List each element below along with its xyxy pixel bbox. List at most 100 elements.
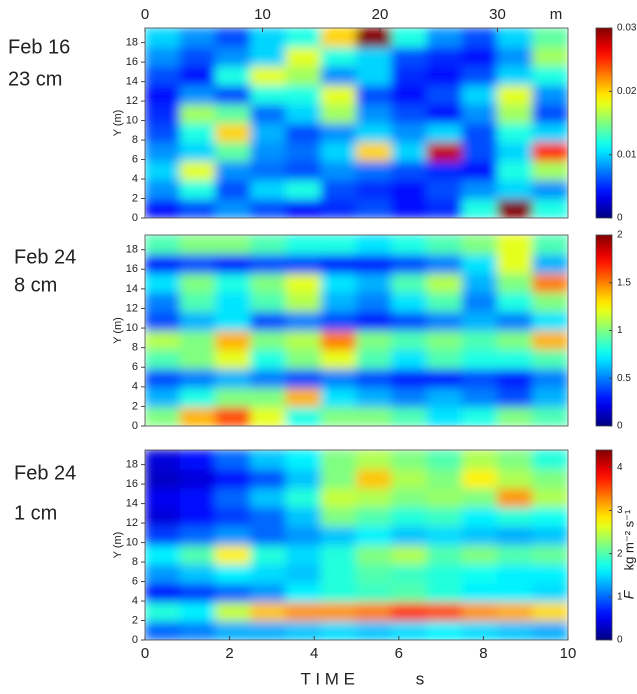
- heatmap-cell: [461, 368, 498, 389]
- heatmap-cell: [497, 506, 534, 527]
- heatmap-cell: [250, 179, 287, 200]
- heatmap-cell: [532, 291, 568, 312]
- heatmap-cell: [320, 506, 357, 527]
- y-tick-label: 16: [126, 478, 138, 490]
- heatmap-cell: [356, 330, 393, 351]
- y-tick-label: 10: [126, 114, 138, 126]
- heatmap-cell: [426, 601, 463, 622]
- heatmap-cell: [179, 122, 216, 143]
- heatmap-cell: [145, 198, 181, 218]
- heatmap-cell: [320, 468, 357, 489]
- heatmap-cell: [250, 141, 287, 162]
- heatmap-cell: [215, 160, 252, 181]
- heatmap-cell: [391, 84, 428, 105]
- heatmap-cell: [285, 468, 322, 489]
- y-tick-label: 0: [132, 420, 138, 432]
- heatmap-cell: [426, 582, 463, 603]
- heatmap-cell: [532, 65, 568, 86]
- heatmap-cell: [391, 506, 428, 527]
- heatmap-cell: [426, 235, 463, 255]
- heatmap-cell: [145, 272, 181, 293]
- heatmap-cell: [145, 330, 181, 351]
- heatmap-cell: [356, 84, 393, 105]
- heatmap-cell: [215, 349, 252, 370]
- heatmap-cell: [179, 563, 216, 584]
- heatmap-cell: [497, 468, 534, 489]
- heatmap-cell: [391, 582, 428, 603]
- heatmap-cell: [320, 235, 357, 255]
- heatmap-cell: [391, 563, 428, 584]
- heatmap-cell: [285, 179, 322, 200]
- heatmap-cell: [215, 65, 252, 86]
- heatmap-cell: [356, 179, 393, 200]
- heatmap-cell: [532, 544, 568, 565]
- heatmap-cell: [391, 450, 428, 470]
- heatmap-cell: [497, 563, 534, 584]
- heatmap-cell: [356, 122, 393, 143]
- heatmap-cell: [145, 406, 181, 426]
- heatmap-cell: [250, 84, 287, 105]
- heatmap-cell: [461, 28, 498, 48]
- heatmap-cell: [497, 122, 534, 143]
- heatmap-cell: [426, 620, 463, 640]
- heatmap-cell: [320, 103, 357, 124]
- heatmap-cell: [285, 387, 322, 408]
- heatmap-cell: [145, 84, 181, 105]
- heatmap-cell: [250, 28, 287, 48]
- heatmap-cell: [391, 487, 428, 508]
- heatmap-cell: [215, 601, 252, 622]
- heatmap-cell: [179, 253, 216, 274]
- heatmap-cell: [356, 65, 393, 86]
- heatmap-cell: [179, 103, 216, 124]
- heatmap-cell: [285, 291, 322, 312]
- y-tick-label: 18: [126, 244, 138, 256]
- heatmap-cell: [215, 46, 252, 67]
- heatmap-cell: [391, 349, 428, 370]
- heatmap-cell: [426, 103, 463, 124]
- heatmap-cell: [250, 368, 287, 389]
- heatmap-cell: [391, 46, 428, 67]
- heatmap-cell: [320, 349, 357, 370]
- heatmap-cell: [145, 349, 181, 370]
- heatmap-cell: [461, 310, 498, 331]
- heatmap-cell: [532, 46, 568, 67]
- heatmap-cell: [461, 179, 498, 200]
- heatmap-cell: [179, 160, 216, 181]
- heatmap-cell: [145, 28, 181, 48]
- heatmap-cell: [461, 272, 498, 293]
- heatmap-cell: [426, 487, 463, 508]
- heatmap-cell: [426, 46, 463, 67]
- heatmap-cell: [250, 235, 287, 255]
- x-tick-label: 20: [372, 6, 389, 23]
- heatmap-cell: [215, 387, 252, 408]
- heatmap-cell: [391, 291, 428, 312]
- heatmap-cell: [461, 65, 498, 86]
- heatmap-cell: [215, 235, 252, 255]
- heatmap-cell: [391, 468, 428, 489]
- heatmap-cell: [461, 450, 498, 470]
- heatmap-cell: [215, 487, 252, 508]
- colorbar-tick-label: 0.03: [617, 23, 637, 34]
- heatmap-cell: [179, 620, 216, 640]
- heatmap-cell: [179, 235, 216, 255]
- heatmap-cell: [461, 160, 498, 181]
- heatmap-cell: [497, 601, 534, 622]
- x-tick-label: 8: [479, 645, 487, 662]
- heatmap-cell: [461, 601, 498, 622]
- heatmap-cell: [356, 450, 393, 470]
- heatmap-cell: [356, 601, 393, 622]
- heatmap-cell: [356, 468, 393, 489]
- heatmap-cell: [497, 330, 534, 351]
- heatmap-cell: [356, 406, 393, 426]
- heatmap-cell: [426, 253, 463, 274]
- heatmap-cell: [179, 65, 216, 86]
- heatmap-cell: [356, 544, 393, 565]
- heatmap-cells: [145, 235, 568, 426]
- heatmap-cell: [320, 525, 357, 546]
- y-tick-label: 4: [132, 173, 138, 185]
- heatmap-cell: [320, 406, 357, 426]
- heatmap-cell: [356, 198, 393, 218]
- heatmap-cell: [250, 198, 287, 218]
- heatmap-cell: [320, 160, 357, 181]
- heatmap-cell: [426, 450, 463, 470]
